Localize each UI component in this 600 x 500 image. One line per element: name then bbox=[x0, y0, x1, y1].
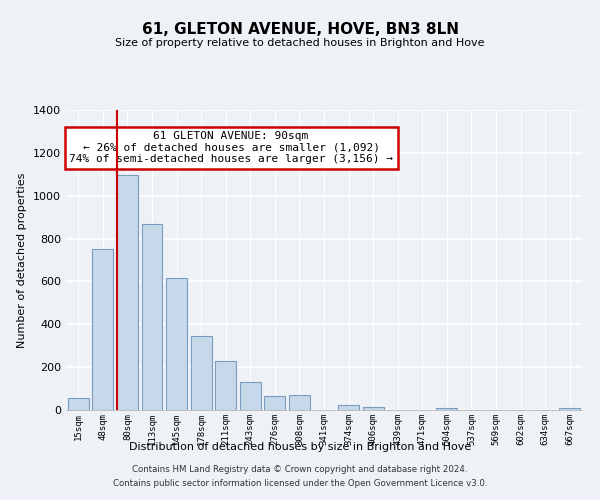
Text: 61 GLETON AVENUE: 90sqm
← 26% of detached houses are smaller (1,092)
74% of semi: 61 GLETON AVENUE: 90sqm ← 26% of detache… bbox=[69, 131, 393, 164]
Bar bbox=[240, 382, 261, 410]
Bar bbox=[289, 395, 310, 410]
Text: 61, GLETON AVENUE, HOVE, BN3 8LN: 61, GLETON AVENUE, HOVE, BN3 8LN bbox=[142, 22, 458, 38]
Bar bbox=[191, 336, 212, 410]
Bar bbox=[362, 407, 383, 410]
Y-axis label: Number of detached properties: Number of detached properties bbox=[17, 172, 28, 348]
Text: Contains HM Land Registry data © Crown copyright and database right 2024.
Contai: Contains HM Land Registry data © Crown c… bbox=[113, 466, 487, 487]
Bar bbox=[166, 278, 187, 410]
Bar bbox=[142, 224, 163, 410]
Bar bbox=[338, 404, 359, 410]
Bar bbox=[559, 408, 580, 410]
Bar bbox=[117, 176, 138, 410]
Bar bbox=[68, 398, 89, 410]
Bar bbox=[215, 361, 236, 410]
Bar bbox=[436, 408, 457, 410]
Text: Size of property relative to detached houses in Brighton and Hove: Size of property relative to detached ho… bbox=[115, 38, 485, 48]
Bar bbox=[265, 396, 286, 410]
Bar bbox=[92, 250, 113, 410]
Text: Distribution of detached houses by size in Brighton and Hove: Distribution of detached houses by size … bbox=[129, 442, 471, 452]
